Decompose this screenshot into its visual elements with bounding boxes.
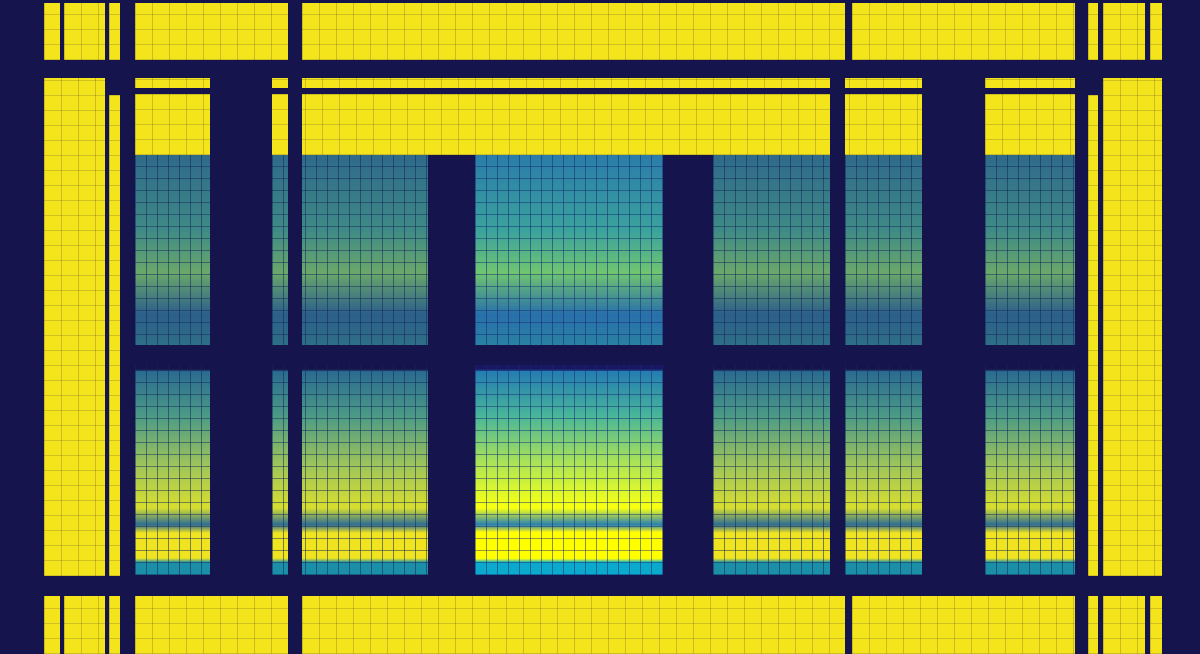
window-panel	[845, 155, 922, 575]
tile	[302, 3, 845, 60]
window-panel	[135, 155, 210, 575]
tile	[1150, 3, 1162, 60]
dark-column	[830, 78, 845, 585]
dark-horizontal-band	[135, 345, 1075, 365]
tile	[44, 3, 60, 60]
tile	[1088, 3, 1098, 60]
window-panel	[713, 155, 830, 575]
tile	[135, 3, 288, 60]
tile	[852, 596, 1075, 654]
dark-column	[1075, 60, 1088, 596]
right-strip	[1103, 78, 1162, 576]
left-thin-strip	[109, 95, 120, 576]
tile	[44, 596, 60, 654]
dark-horizontal-line	[135, 88, 1075, 94]
tile	[135, 596, 288, 654]
tile	[64, 3, 105, 60]
tile	[1103, 3, 1145, 60]
tile	[1088, 596, 1098, 654]
tile	[109, 596, 120, 654]
right-thin-strip	[1088, 95, 1098, 576]
tile	[1103, 596, 1145, 654]
tile	[302, 596, 845, 654]
dark-column	[922, 78, 985, 585]
tile	[109, 3, 120, 60]
dark-column	[120, 60, 135, 596]
left-strip	[44, 78, 105, 576]
dark-column	[288, 60, 302, 596]
tile	[64, 596, 105, 654]
dark-column	[210, 78, 272, 585]
window-panel	[985, 155, 1075, 575]
tile	[1150, 596, 1162, 654]
window-panel	[475, 155, 663, 575]
tile	[852, 3, 1075, 60]
